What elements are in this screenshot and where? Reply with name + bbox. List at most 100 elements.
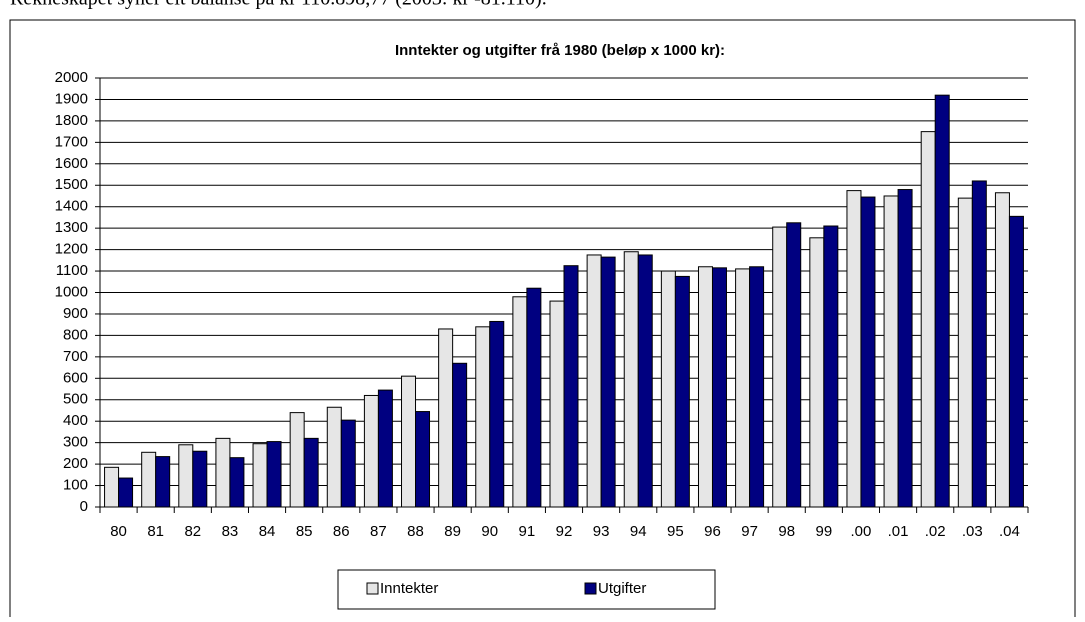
bar: [141, 451, 157, 508]
x-tick-label: 88: [407, 523, 424, 540]
x-tick-label: 99: [815, 523, 832, 540]
bar: [363, 394, 379, 508]
bar: [489, 320, 505, 508]
bar: [957, 197, 973, 508]
bar: [326, 406, 342, 508]
y-tick-label: 800: [63, 326, 88, 343]
x-tick-label: 93: [593, 523, 610, 540]
y-tick-label: 100: [63, 477, 88, 494]
bar: [823, 225, 839, 508]
x-tick-label: 83: [222, 523, 239, 540]
bar: [452, 362, 468, 508]
x-tick-label: 98: [778, 523, 795, 540]
bar: [155, 456, 171, 508]
y-tick-label: 1600: [55, 155, 88, 172]
bar: [303, 437, 319, 508]
bar: [637, 254, 653, 508]
bar: [994, 192, 1010, 508]
bar: [377, 389, 393, 508]
y-tick-label: 1000: [55, 283, 88, 300]
x-tick-label: 94: [630, 523, 647, 540]
bar: [883, 195, 899, 508]
x-tick-label: .00: [851, 523, 872, 540]
bar: [401, 375, 417, 508]
x-tick-label: 89: [444, 523, 461, 540]
bar: [289, 412, 305, 508]
x-tick-label: 95: [667, 523, 684, 540]
bar: [229, 457, 245, 508]
y-tick-label: 900: [63, 305, 88, 322]
bar: [178, 444, 194, 508]
bar: [415, 411, 431, 508]
bar: [266, 441, 282, 508]
y-tick-label: 600: [63, 369, 88, 386]
bar: [920, 131, 936, 508]
chart-title: Inntekter og utgifter frå 1980 (beløp x …: [395, 42, 725, 59]
x-tick-label: 92: [556, 523, 573, 540]
y-tick-label: 1100: [56, 262, 88, 279]
legend-label: Utgifter: [598, 580, 646, 597]
bar: [846, 190, 862, 508]
x-tick-label: 87: [370, 523, 387, 540]
legend-swatch: [584, 582, 597, 595]
y-tick-label: 300: [63, 434, 88, 451]
bar: [674, 275, 690, 508]
y-tick-label: 1200: [55, 241, 88, 258]
bar: [512, 296, 528, 508]
y-tick-label: 1400: [55, 198, 88, 215]
bar: [711, 267, 727, 508]
legend-box: [337, 569, 716, 610]
y-tick-label: 700: [63, 348, 88, 365]
x-tick-label: 82: [184, 523, 201, 540]
y-tick-label: 1700: [55, 133, 88, 150]
bar: [252, 443, 268, 508]
y-tick-label: 200: [63, 455, 88, 472]
bar: [340, 419, 356, 508]
x-tick-label: 86: [333, 523, 350, 540]
bar: [475, 326, 491, 508]
x-tick-label: 84: [259, 523, 276, 540]
bar: [563, 265, 579, 508]
bar: [118, 477, 134, 508]
bar: [600, 256, 616, 508]
bar: [192, 450, 208, 508]
y-tick-label: 1300: [55, 219, 88, 236]
x-tick-label: 85: [296, 523, 313, 540]
bar: [1008, 215, 1024, 508]
bar: [749, 266, 765, 508]
y-tick-label: 400: [63, 412, 88, 429]
bar: [215, 437, 231, 508]
x-tick-label: 96: [704, 523, 721, 540]
bar: [104, 466, 120, 508]
x-tick-label: 91: [519, 523, 536, 540]
bar: [860, 196, 876, 508]
body-text: Rekneskapet syner eit balanse på kr 110.…: [10, 0, 547, 10]
x-tick-label: .01: [888, 523, 909, 540]
x-tick-label: .02: [925, 523, 946, 540]
bar: [735, 268, 751, 508]
bar: [660, 270, 676, 508]
bar: [934, 94, 950, 508]
y-tick-label: 1500: [55, 176, 88, 193]
y-tick-label: 0: [80, 498, 88, 515]
x-tick-label: 81: [147, 523, 164, 540]
x-tick-label: .04: [999, 523, 1020, 540]
bar: [623, 251, 639, 508]
x-tick-label: 80: [110, 523, 127, 540]
bar: [586, 254, 602, 508]
y-tick-label: 1800: [55, 112, 88, 129]
chart-frame: [9, 19, 1076, 617]
x-tick-label: .03: [962, 523, 983, 540]
legend-swatch: [366, 582, 379, 595]
y-tick-label: 500: [63, 391, 88, 408]
bar: [549, 300, 565, 508]
bar: [526, 287, 542, 508]
bar: [897, 189, 913, 508]
bar: [697, 266, 713, 508]
bar: [786, 222, 802, 508]
legend-label: Inntekter: [380, 580, 438, 597]
y-tick-label: 2000: [55, 69, 88, 86]
bar: [438, 328, 454, 508]
